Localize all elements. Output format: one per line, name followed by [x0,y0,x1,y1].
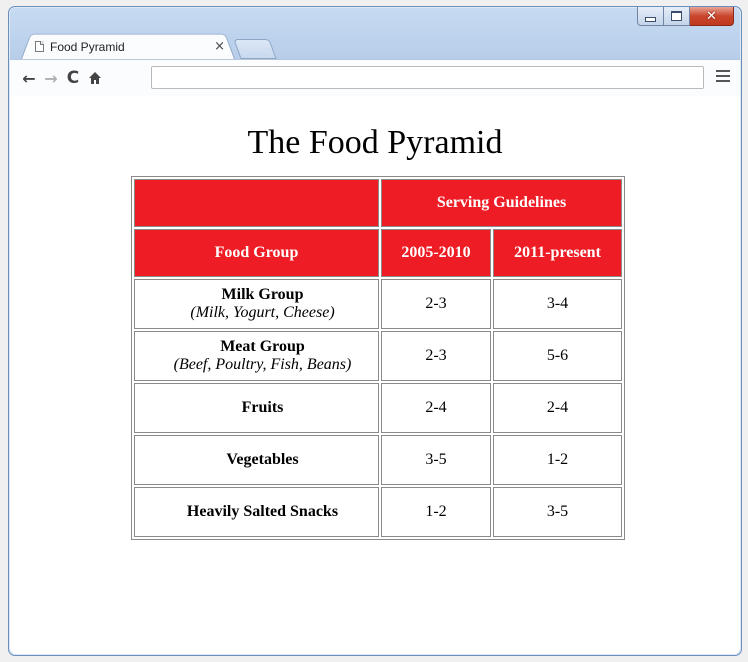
value-2005-2010: 2-3 [381,331,491,381]
food-group-desc: (Beef, Poultry, Fish, Beans) [147,356,378,374]
tab-content: Food Pyramid × [35,39,225,54]
value-2005-2010: 2-4 [381,383,491,433]
minimize-button[interactable] [637,7,664,26]
table-header-row-2: Food Group 2005-2010 2011-present [134,229,622,277]
back-button[interactable]: ← [18,67,40,89]
page-icon [35,41,44,52]
table-row: Fruits 2-4 2-4 [134,383,622,433]
header-2011-present: 2011-present [493,229,622,277]
food-group-cell: Fruits [134,383,379,433]
food-group-cell: Heavily Salted Snacks [134,487,379,537]
table-row: Vegetables 3-5 1-2 [134,435,622,485]
value-2011-present: 3-5 [493,487,622,537]
food-group-cell: Meat Group (Beef, Poultry, Fish, Beans) [134,331,379,381]
window-controls: ✕ [637,7,734,27]
table-header-row-1: Serving Guidelines [134,179,622,227]
browser-window: ✕ Food Pyramid × ← → C The Food Pyramid … [8,6,742,656]
header-serving-guidelines: Serving Guidelines [381,179,622,227]
maximize-icon [671,11,682,21]
tab-close-button[interactable]: × [214,39,225,54]
address-bar[interactable] [151,66,704,89]
home-button[interactable] [84,67,106,89]
table-row: Meat Group (Beef, Poultry, Fish, Beans) … [134,331,622,381]
value-2005-2010: 1-2 [381,487,491,537]
reload-button[interactable]: C [62,67,84,89]
tab-food-pyramid[interactable]: Food Pyramid × [21,31,235,59]
hamburger-menu-icon[interactable] [716,70,730,85]
value-2011-present: 2-4 [493,383,622,433]
value-2005-2010: 3-5 [381,435,491,485]
food-group-name: Fruits [147,399,378,417]
table-row: Heavily Salted Snacks 1-2 3-5 [134,487,622,537]
reload-icon: C [67,68,79,88]
food-group-name: Vegetables [147,451,378,469]
minimize-icon [645,17,656,22]
table-row: Milk Group (Milk, Yogurt, Cheese) 2-3 3-… [134,279,622,329]
value-2011-present: 3-4 [493,279,622,329]
arrow-left-icon: ← [22,69,35,88]
close-window-button[interactable]: ✕ [690,7,734,26]
tab-title: Food Pyramid [50,40,214,54]
food-group-name: Meat Group [147,338,378,356]
forward-button[interactable]: → [40,67,62,89]
food-group-name: Milk Group [147,286,378,304]
value-2005-2010: 2-3 [381,279,491,329]
page-viewport: The Food Pyramid Serving Guidelines Food… [10,96,740,654]
toolbar: ← → C [10,59,740,97]
value-2011-present: 1-2 [493,435,622,485]
arrow-right-icon: → [44,69,57,88]
food-group-cell: Milk Group (Milk, Yogurt, Cheese) [134,279,379,329]
maximize-button[interactable] [664,7,690,26]
food-table: Serving Guidelines Food Group 2005-2010 … [131,176,625,540]
home-icon [88,71,102,85]
food-group-name: Heavily Salted Snacks [147,503,378,521]
new-tab-button[interactable] [233,39,276,59]
value-2011-present: 5-6 [493,331,622,381]
close-icon: ✕ [706,10,717,23]
food-group-cell: Vegetables [134,435,379,485]
page-title: The Food Pyramid [10,124,740,162]
header-empty-cell [134,179,379,227]
food-group-desc: (Milk, Yogurt, Cheese) [147,304,378,322]
header-food-group: Food Group [134,229,379,277]
header-2005-2010: 2005-2010 [381,229,491,277]
